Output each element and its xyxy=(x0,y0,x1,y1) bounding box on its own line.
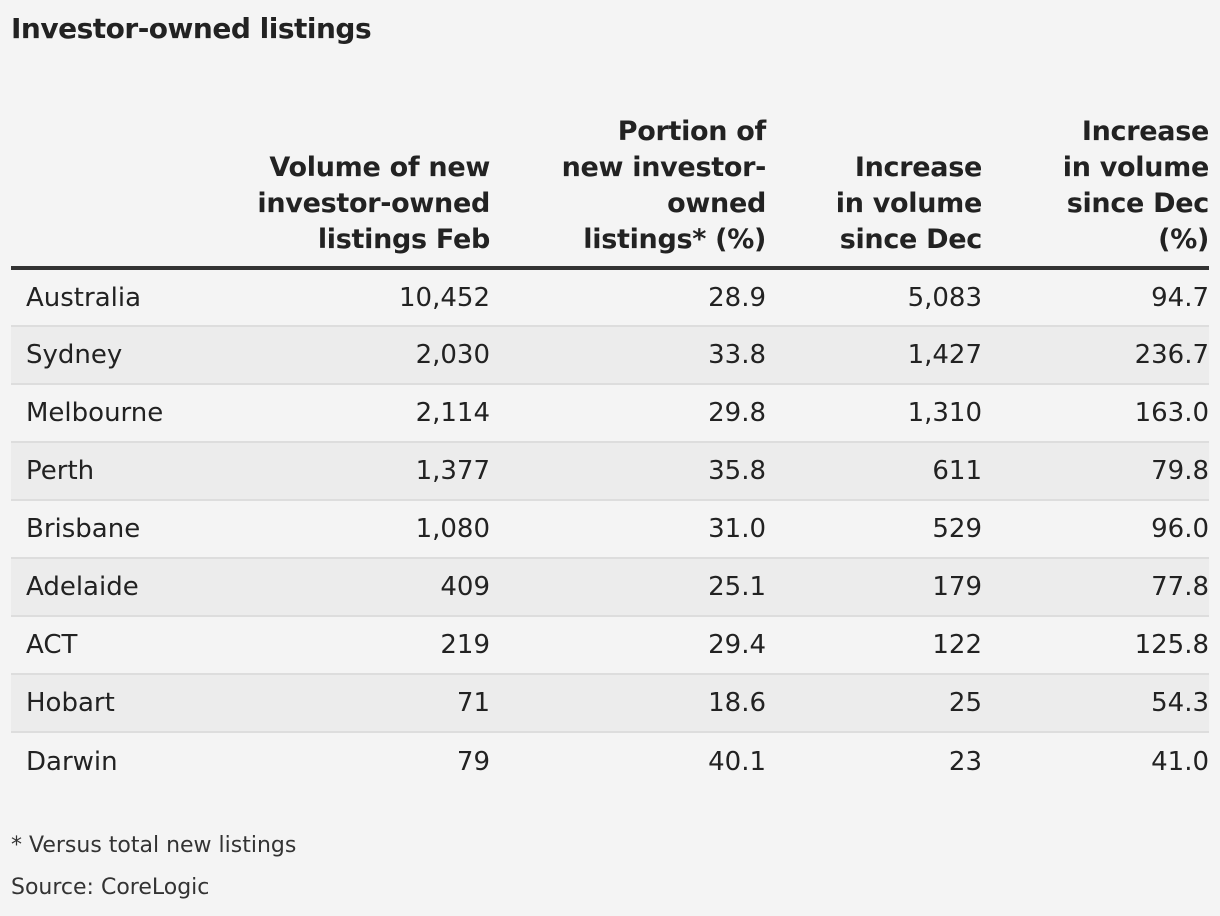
column-header-3: Increase in volume since Dec xyxy=(766,106,983,270)
table-cell: 96.0 xyxy=(982,500,1209,559)
table-cell: 2,114 xyxy=(256,384,490,443)
row-label: Melbourne xyxy=(11,384,256,443)
row-label: Sydney xyxy=(11,326,256,385)
source-note: Source: CoreLogic xyxy=(11,875,210,900)
table-cell: 41.0 xyxy=(1151,746,1209,777)
table-cell: 35.8 xyxy=(490,442,766,501)
table-cell: 2,030 xyxy=(256,326,490,385)
row-label: Brisbane xyxy=(11,500,256,559)
table-cell: 29.8 xyxy=(490,384,766,443)
column-header-1: Volume of new investor-owned listings Feb xyxy=(256,106,490,270)
column-header-line: (%) xyxy=(1158,224,1209,255)
footnote: * Versus total new listings xyxy=(11,833,297,858)
row-label: ACT xyxy=(11,616,256,675)
chart-title: Investor-owned listings xyxy=(11,12,372,45)
table-cell: 611 xyxy=(766,442,982,501)
table-cell: 1,080 xyxy=(256,500,490,559)
table-cell: 94.7 xyxy=(982,268,1209,327)
table-row: Melbourne 2,114 29.8 1,310 163.0 xyxy=(11,384,1209,443)
table-cell: 25 xyxy=(766,674,982,733)
row-label: Hobart xyxy=(11,674,256,733)
table-row: Sydney 2,030 33.8 1,427 236.7 xyxy=(11,326,1209,385)
table-cell: 125.8 xyxy=(982,616,1209,675)
header-row: Volume of new investor-owned listings Feb P… xyxy=(11,106,1210,270)
column-header-4: Increase in volume since Dec (%) xyxy=(982,106,1210,270)
table-row: Brisbane 1,080 31.0 529 96.0 xyxy=(11,500,1209,559)
table-cell: 79.8 xyxy=(982,442,1209,501)
row-label: Australia xyxy=(11,268,256,327)
table-cell: 1,427 xyxy=(766,326,982,385)
row-label: Adelaide xyxy=(11,558,256,617)
table-cell: 54.3 xyxy=(982,674,1209,733)
table-row: Hobart 71 18.6 25 54.3 xyxy=(11,674,1209,733)
column-header-line: in volume xyxy=(1062,152,1210,183)
table-cell: 33.8 xyxy=(490,326,766,385)
table-row: Darwin 79 40.1 23 41.0 xyxy=(11,732,1209,790)
data-table: Volume of new investor-owned listings Feb P… xyxy=(11,106,1209,790)
table-cell: 77.8 xyxy=(982,558,1209,617)
column-header-line: Portion of xyxy=(617,116,767,147)
table-cell: 409 xyxy=(256,558,490,617)
table-body: Australia 10,452 28.9 5,083 94.7 Sydney 2,030 3… xyxy=(11,268,1209,790)
column-header-line: since Dec xyxy=(1066,188,1210,219)
table-row: Adelaide 409 25.1 179 77.8 xyxy=(11,558,1209,617)
table-cell: 23 xyxy=(948,746,982,777)
column-header-2: Portion of new investor-owned listings* (%… xyxy=(490,106,767,270)
row-label: Darwin xyxy=(26,746,118,777)
table-cell: 163.0 xyxy=(982,384,1209,443)
table-row: Perth 1,377 35.8 611 79.8 xyxy=(11,442,1209,501)
column-header-line: new investor- xyxy=(561,152,767,183)
table-row: Australia 10,452 28.9 5,083 94.7 xyxy=(11,268,1209,327)
row-label: Perth xyxy=(11,442,256,501)
table-cell: 179 xyxy=(766,558,982,617)
table-cell: 28.9 xyxy=(490,268,766,327)
column-header-line: Volume of new xyxy=(269,152,490,183)
column-header-line: investor-owned xyxy=(257,188,490,219)
column-header-line: listings Feb xyxy=(317,224,490,255)
table-cell: 1,377 xyxy=(256,442,490,501)
table-cell: 18.6 xyxy=(490,674,766,733)
table-cell: 79 xyxy=(456,746,490,777)
table-cell: 5,083 xyxy=(766,268,982,327)
table-header: Volume of new investor-owned listings Feb P… xyxy=(11,106,1210,270)
table-cell: 236.7 xyxy=(982,326,1209,385)
table-cell: 25.1 xyxy=(490,558,766,617)
table-cell: 10,452 xyxy=(256,268,490,327)
table-row: ACT 219 29.4 122 125.8 xyxy=(11,616,1209,675)
column-header-0 xyxy=(11,106,256,270)
column-header-line: listings* (%) xyxy=(583,224,766,255)
table-cell: 219 xyxy=(256,616,490,675)
column-header-line: in volume xyxy=(835,188,983,219)
table-cell: 31.0 xyxy=(490,500,766,559)
table-cell: 529 xyxy=(766,500,982,559)
column-header-line: Increase xyxy=(1081,116,1209,147)
column-header-line: owned xyxy=(667,188,766,219)
table-cell: 122 xyxy=(766,616,982,675)
column-header-line: since Dec xyxy=(839,224,983,255)
column-header-line: Increase xyxy=(854,152,982,183)
table-cell: 1,310 xyxy=(766,384,982,443)
table-cell: 40.1 xyxy=(708,746,766,777)
table-cell: 29.4 xyxy=(490,616,766,675)
table-cell: 71 xyxy=(256,674,490,733)
